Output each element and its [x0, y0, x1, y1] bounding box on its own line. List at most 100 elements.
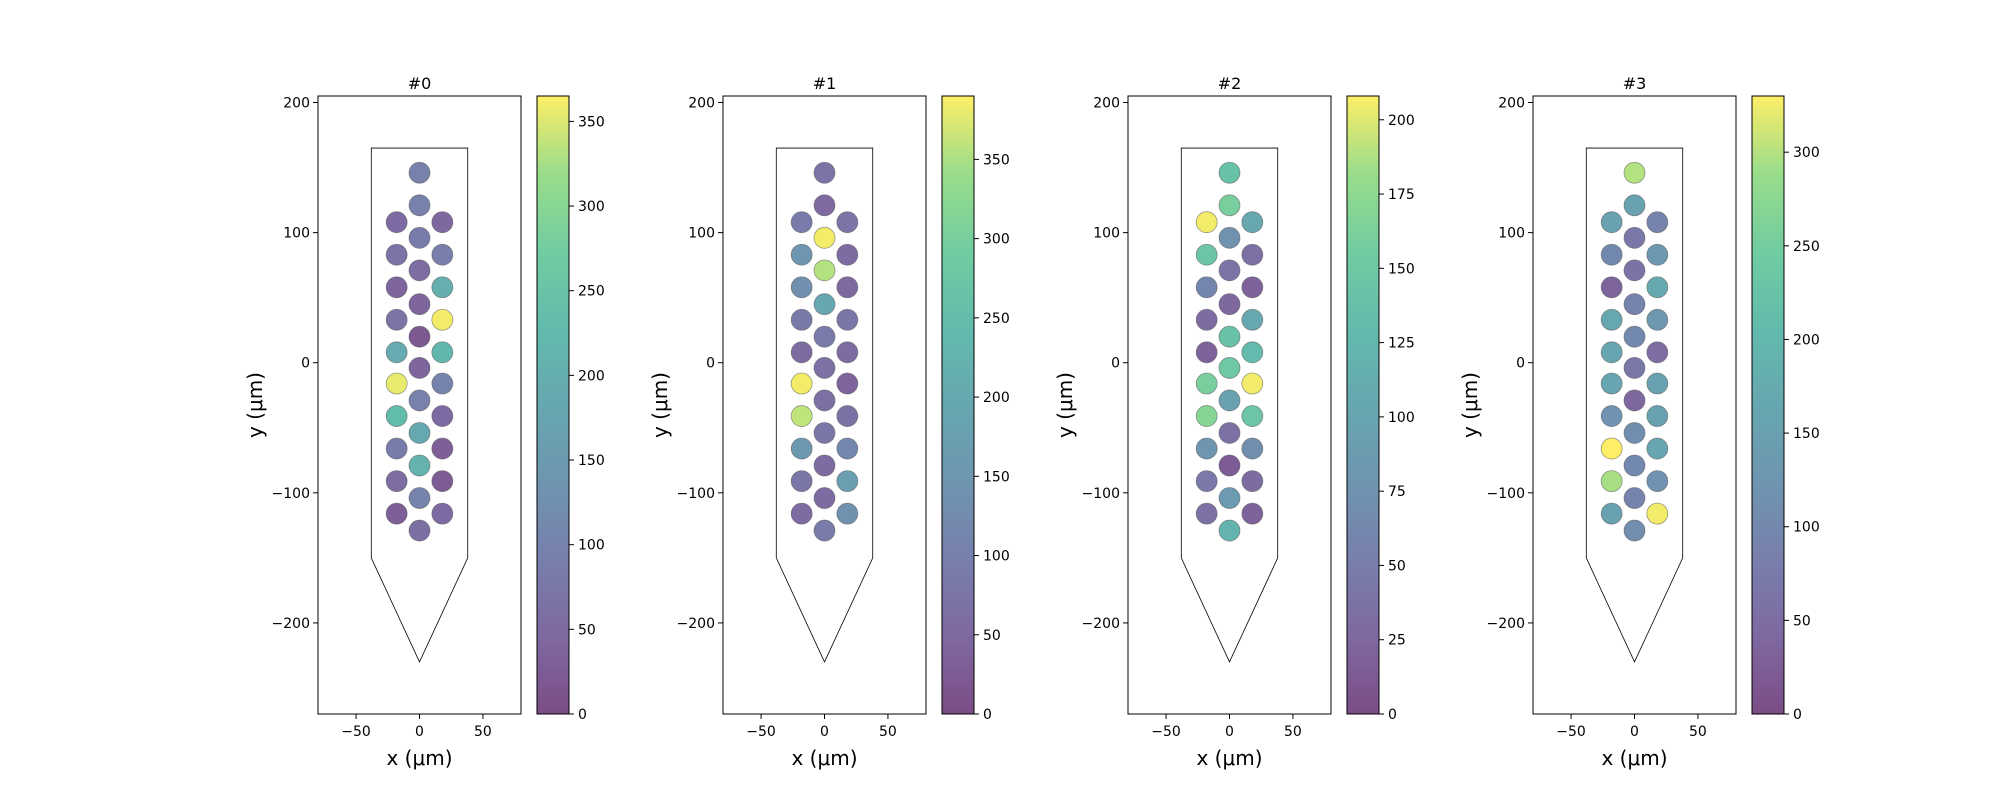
electrode-point [431, 276, 454, 299]
electrode-point [1623, 194, 1646, 217]
x-tick-label: −50 [1151, 724, 1181, 740]
x-tick-label: 50 [1284, 724, 1302, 740]
y-tick-label: 200 [1498, 96, 1525, 112]
electrode-point [1600, 341, 1623, 364]
electrode-point [1623, 259, 1646, 282]
colorbar-tick-label: 250 [578, 284, 605, 300]
colorbar-tick-label: 150 [1793, 426, 1820, 442]
colorbar-tick-label: 100 [1793, 520, 1820, 536]
colorbar-frame [1346, 95, 1380, 715]
electrode-point [1623, 293, 1646, 316]
electrode-point [408, 357, 431, 379]
colorbar-tick-label: 50 [578, 622, 596, 638]
y-tick-label: −100 [1082, 486, 1120, 502]
electrode-point [408, 194, 431, 217]
colorbar-tick-label: 100 [578, 538, 605, 554]
colorbar-tick-label: 350 [983, 152, 1010, 168]
y-tick-label: 200 [688, 96, 715, 112]
electrode-point [1195, 470, 1218, 493]
electrode-point [813, 226, 836, 249]
y-tick-label: 100 [1093, 226, 1120, 242]
y-tick-label: 200 [1093, 96, 1120, 112]
electrode-point [790, 372, 813, 395]
electrode-point [1241, 437, 1264, 460]
electrode-point [1218, 226, 1241, 249]
electrode-point [1195, 372, 1218, 395]
electrode-point [385, 276, 408, 299]
y-tick-label: −200 [1487, 616, 1525, 632]
electrode-point [1218, 194, 1241, 217]
electrode-point [790, 276, 813, 299]
electrode-point [813, 325, 836, 348]
electrode-point [1195, 405, 1218, 427]
electrode-point [836, 341, 859, 364]
x-axis-label: x (μm) [1601, 746, 1667, 770]
electrode-point [385, 437, 408, 460]
colorbar-tick-label: 50 [1388, 558, 1406, 574]
electrode-point [1195, 502, 1218, 525]
colorbar-gradient [942, 96, 974, 714]
y-tick-label: −200 [1082, 616, 1120, 632]
colorbar-tick-label: 100 [983, 549, 1010, 565]
colorbar-gradient [1752, 96, 1784, 714]
x-tick-label: 0 [820, 724, 829, 740]
electrode-point [1218, 325, 1241, 348]
colorbar-tick-label: 100 [1388, 410, 1415, 426]
colorbar-tick-label: 75 [1388, 484, 1406, 500]
electrode-point [431, 243, 454, 266]
electrode-point [813, 487, 836, 509]
electrode-point [1241, 276, 1264, 299]
electrode-point [1600, 211, 1623, 234]
electrode-point [408, 325, 431, 348]
x-axis-label: x (μm) [791, 746, 857, 770]
y-tick-label: −100 [272, 486, 310, 502]
electrode-point [1600, 502, 1623, 525]
electrode-point [1600, 470, 1623, 493]
colorbar-tick-label: 300 [1793, 145, 1820, 161]
colorbar-tick-label: 0 [1388, 707, 1397, 723]
electrode-point [836, 405, 859, 427]
colorbar-gradient [537, 96, 569, 714]
colorbar-gradient [1347, 96, 1379, 714]
electrode-point [1646, 405, 1669, 427]
electrode-point [790, 211, 813, 234]
electrode-point [431, 437, 454, 460]
colorbar-tick-label: 150 [578, 453, 605, 469]
y-axis-label: y (μm) [243, 372, 267, 438]
electrode-point [790, 308, 813, 331]
electrode-point [1241, 470, 1264, 493]
electrode-point [1195, 243, 1218, 266]
electrode-point [1241, 405, 1264, 427]
colorbar-tick-label: 50 [1793, 613, 1811, 629]
probe-outline [775, 147, 874, 663]
y-tick-label: 100 [1498, 226, 1525, 242]
colorbar-tick-label: 200 [1793, 332, 1820, 348]
electrode-point [1218, 357, 1241, 379]
colorbar-tick-label: 0 [983, 707, 992, 723]
electrode-point [790, 470, 813, 493]
y-tick-label: −100 [1487, 486, 1525, 502]
colorbar-tick-label: 300 [578, 199, 605, 215]
electrode-point [431, 211, 454, 234]
electrode-point [1195, 276, 1218, 299]
colorbar-tick-label: 150 [1388, 261, 1415, 277]
electrode-point [385, 470, 408, 493]
x-axis-label: x (μm) [386, 746, 452, 770]
electrode-point [1218, 259, 1241, 282]
electrode-point [836, 437, 859, 460]
electrode-point [836, 276, 859, 299]
colorbar-tick-label: 25 [1388, 633, 1406, 649]
colorbar-tick-label: 250 [1793, 239, 1820, 255]
electrode-point [1195, 308, 1218, 331]
electrode-point [1195, 341, 1218, 364]
colorbar-tick-label: 50 [983, 628, 1001, 644]
colorbar-tick-label: 125 [1388, 336, 1415, 352]
subplot-title: #2 [1218, 74, 1242, 93]
electrode-point [1623, 161, 1646, 184]
colorbar-frame [536, 95, 570, 715]
y-tick-label: 0 [1111, 356, 1120, 372]
electrode-point [385, 372, 408, 395]
electrode-point [1600, 243, 1623, 266]
electrode-point [1646, 341, 1669, 364]
probe-outline [370, 147, 469, 663]
